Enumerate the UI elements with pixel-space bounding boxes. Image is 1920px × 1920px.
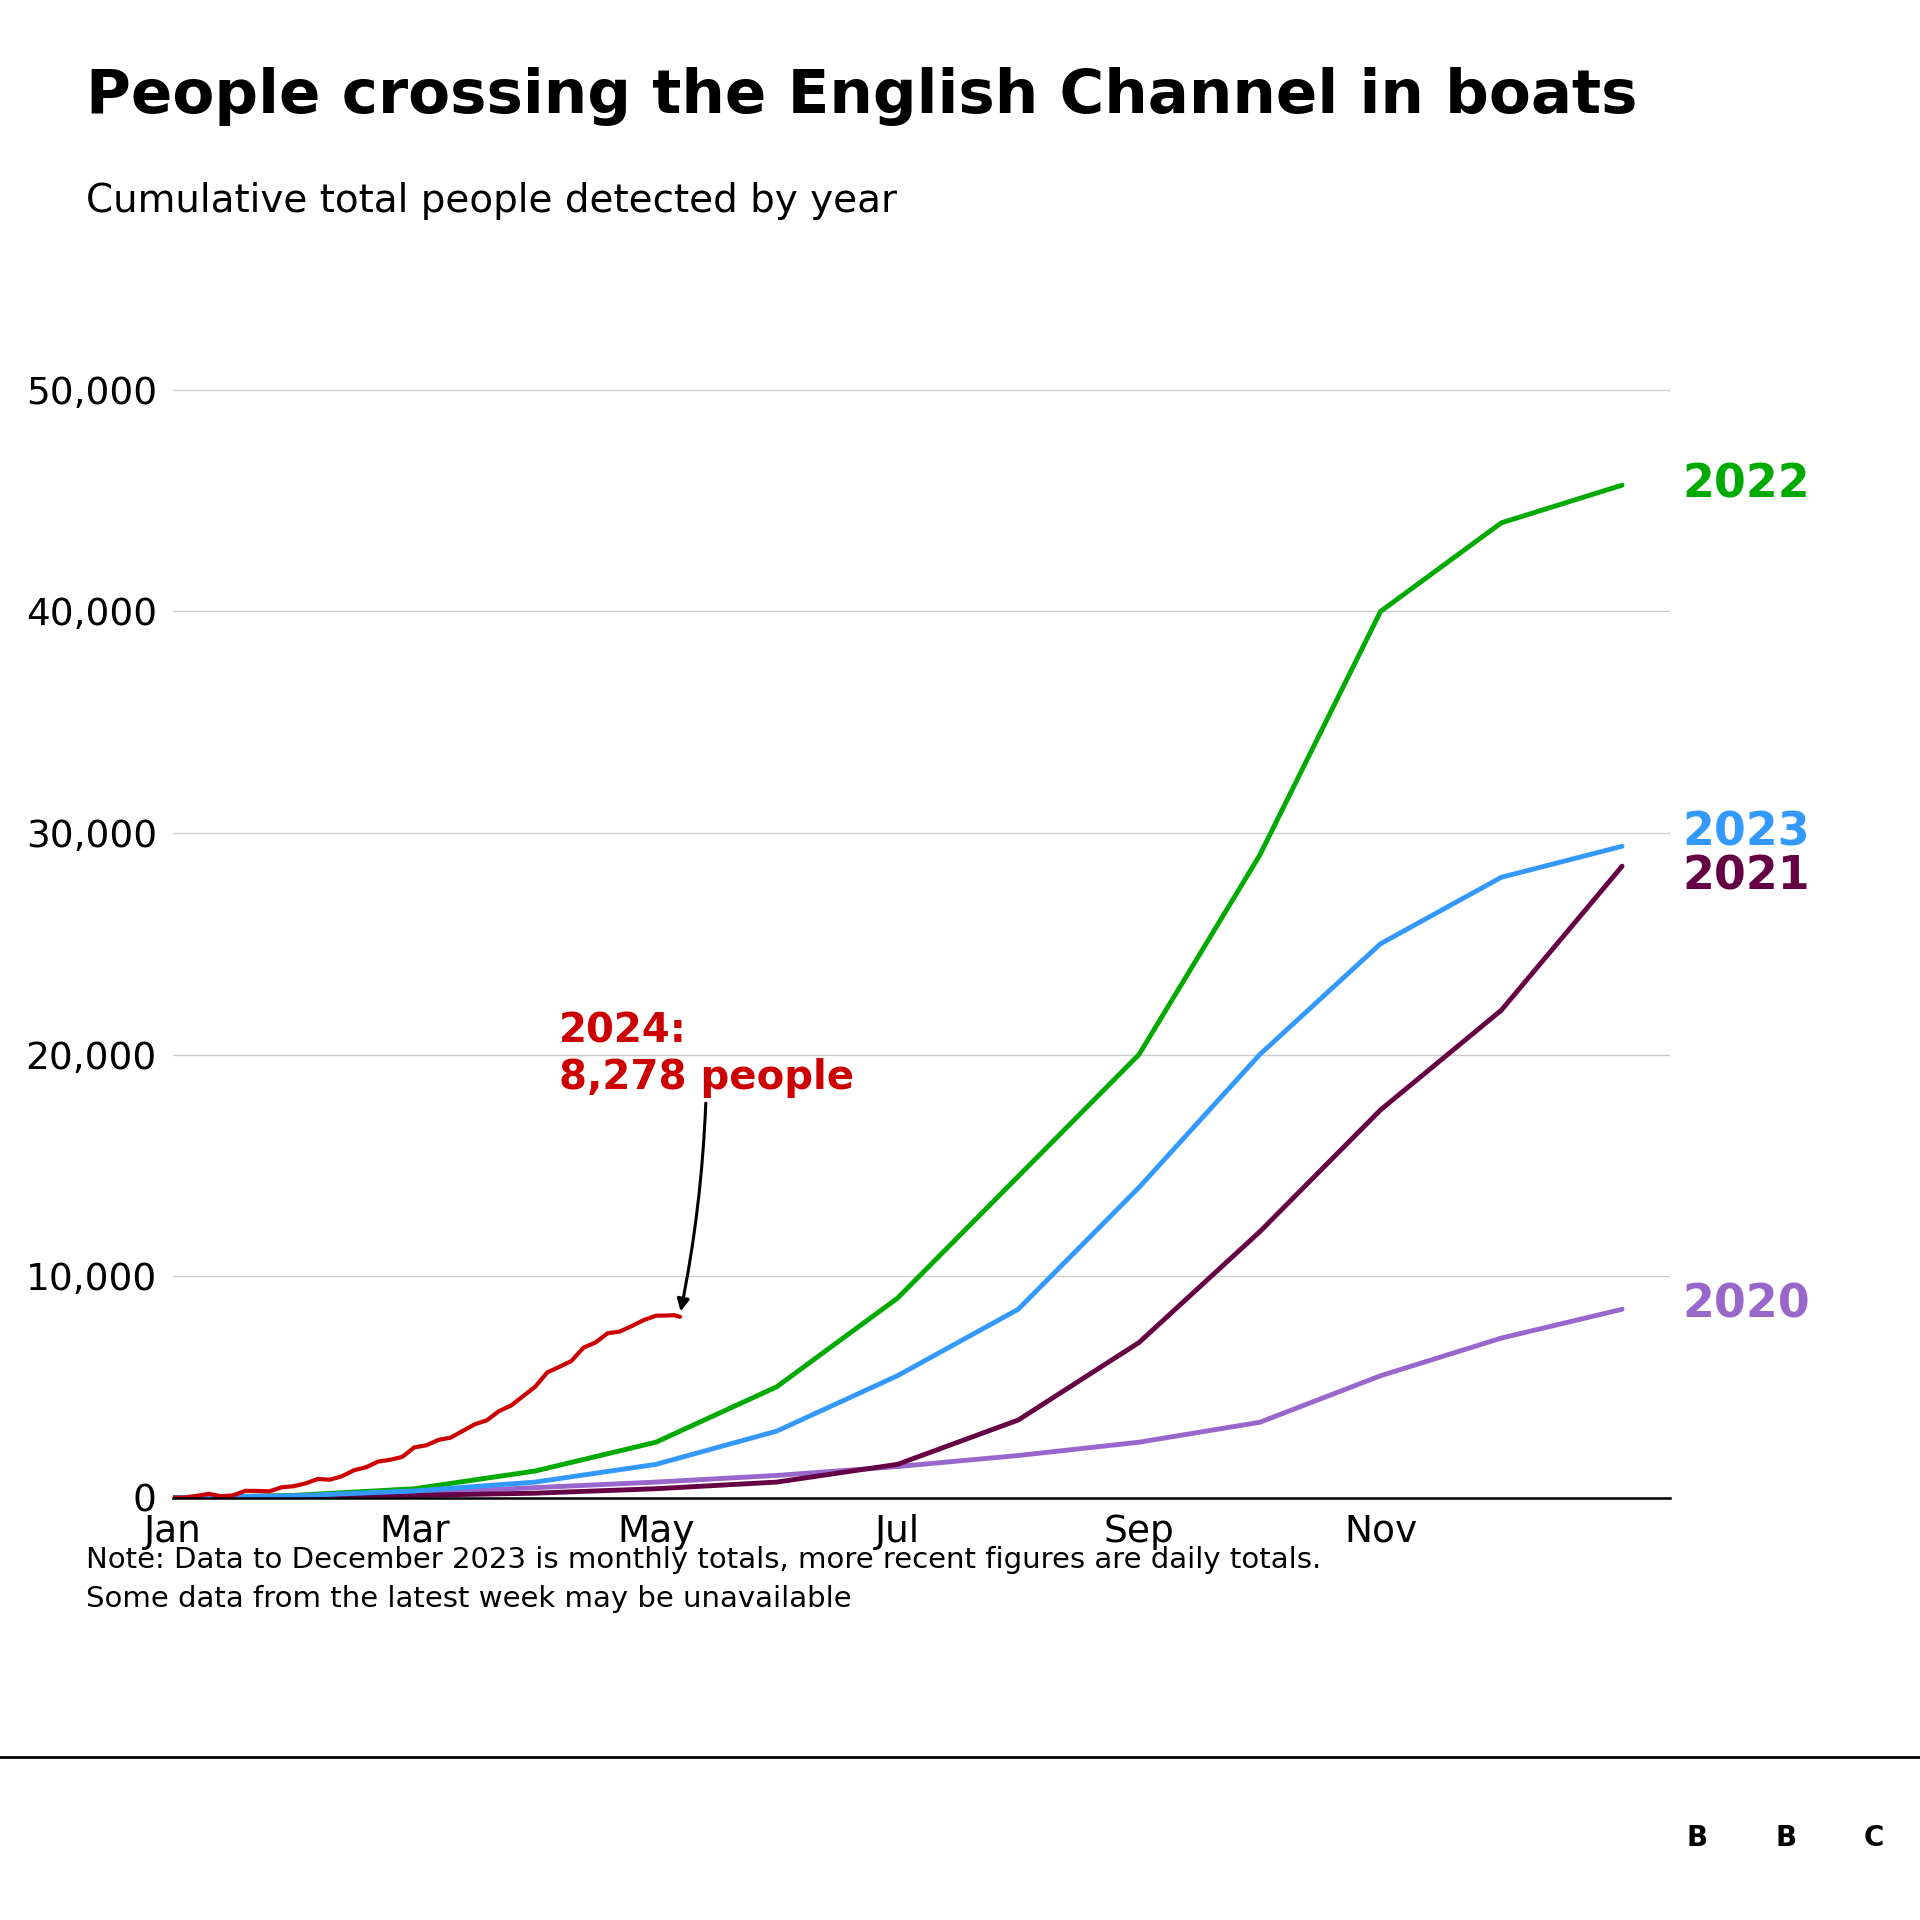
FancyBboxPatch shape: [1837, 1782, 1910, 1895]
FancyBboxPatch shape: [1749, 1782, 1822, 1895]
Text: 2020: 2020: [1682, 1283, 1811, 1327]
Text: People crossing the English Channel in boats: People crossing the English Channel in b…: [86, 67, 1638, 127]
Text: B: B: [1774, 1824, 1797, 1853]
Text: C: C: [1864, 1824, 1884, 1853]
FancyBboxPatch shape: [1661, 1782, 1734, 1895]
Text: B: B: [1686, 1824, 1709, 1853]
Text: Cumulative total people detected by year: Cumulative total people detected by year: [86, 182, 897, 221]
Text: 2023: 2023: [1682, 810, 1811, 856]
Text: Source: Home Office/Ministry of Defence, latest data 1 May: Source: Home Office/Ministry of Defence,…: [58, 1822, 924, 1849]
Text: 2021: 2021: [1682, 854, 1811, 900]
Text: 2024:
8,278 people: 2024: 8,278 people: [559, 1012, 854, 1308]
Text: 2022: 2022: [1682, 463, 1811, 507]
Text: Note: Data to December 2023 is monthly totals, more recent figures are daily tot: Note: Data to December 2023 is monthly t…: [86, 1546, 1321, 1613]
